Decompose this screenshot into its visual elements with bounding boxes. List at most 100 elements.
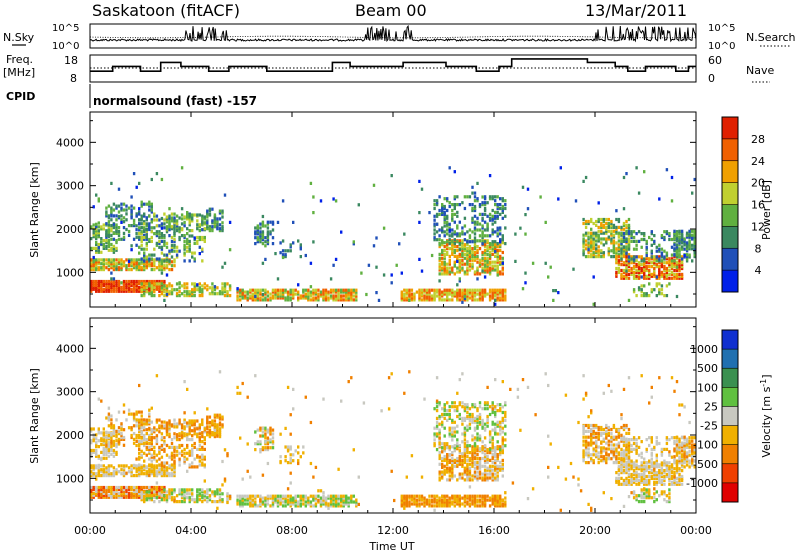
heatmap-cell <box>345 298 348 302</box>
heatmap-cell <box>327 496 330 500</box>
heatmap-cell <box>155 493 159 497</box>
heatmap-cell <box>451 208 454 213</box>
heatmap-cell <box>218 290 222 294</box>
heatmap-cell <box>163 239 166 243</box>
heatmap-cell <box>297 502 300 506</box>
heatmap-cell <box>438 453 441 457</box>
heatmap-cell <box>198 426 201 430</box>
heatmap-cell <box>236 294 239 298</box>
heatmap-cell <box>170 463 174 467</box>
heatmap-cell <box>269 438 272 442</box>
heatmap-cell <box>249 494 252 498</box>
heatmap-cell <box>102 472 105 476</box>
heatmap-cell <box>173 237 176 242</box>
heatmap-cell <box>617 266 621 271</box>
heatmap-cell <box>494 288 497 292</box>
heatmap-cell <box>173 232 176 236</box>
heatmap-cell <box>201 419 204 423</box>
heatmap-cell <box>188 259 191 263</box>
heatmap-cell <box>188 247 191 251</box>
heatmap-cell <box>117 491 121 495</box>
heatmap-cell <box>481 216 484 220</box>
heatmap-cell <box>491 453 494 457</box>
heatmap-cell <box>148 412 151 416</box>
heatmap-cell <box>582 249 585 253</box>
heatmap-cell <box>155 172 159 176</box>
heatmap-cell <box>446 243 449 247</box>
heatmap-cell <box>443 407 446 411</box>
heatmap-cell <box>423 290 426 294</box>
heatmap-cell <box>178 500 181 504</box>
heatmap-cell <box>140 239 143 243</box>
heatmap-cell <box>110 441 113 445</box>
heatmap-cell <box>683 239 686 243</box>
heatmap-cell <box>466 258 469 262</box>
heatmap-cell <box>163 290 166 294</box>
heatmap-cell <box>612 249 616 253</box>
heatmap-cell <box>130 487 133 492</box>
heatmap-cell <box>496 478 499 482</box>
heatmap-cell <box>160 498 164 502</box>
heatmap-cell <box>160 286 164 290</box>
heatmap-cell <box>309 285 313 289</box>
heatmap-cell <box>97 470 100 474</box>
heatmap-cell <box>680 274 684 278</box>
heatmap-cell <box>640 232 643 236</box>
heatmap-cell <box>188 488 191 492</box>
heatmap-cell <box>468 247 472 251</box>
heatmap-cell <box>158 487 161 492</box>
heatmap-cell <box>155 491 159 495</box>
heatmap-cell <box>163 472 166 476</box>
heatmap-cell <box>458 270 461 274</box>
heatmap-cell <box>135 420 138 424</box>
heatmap-cell <box>153 500 156 504</box>
heatmap-cell <box>148 227 151 232</box>
heatmap-cell <box>150 496 153 500</box>
heatmap-cell <box>486 262 489 266</box>
heatmap-cell <box>110 285 113 289</box>
heatmap-cell <box>264 496 267 500</box>
heatmap-cell <box>286 447 290 451</box>
heatmap-cell <box>148 468 151 472</box>
heatmap-cell <box>221 290 224 294</box>
heatmap-cell <box>345 498 348 502</box>
heatmap-cell <box>112 487 116 492</box>
heatmap-cell <box>160 487 164 492</box>
heatmap-cell <box>92 495 95 499</box>
heatmap-cell <box>334 298 338 302</box>
heatmap-cell <box>494 199 497 203</box>
heatmap-cell <box>112 424 116 428</box>
heatmap-cell <box>107 244 111 248</box>
heatmap-cell <box>183 253 186 257</box>
heatmap-cell <box>494 294 497 298</box>
colorbar-swatch <box>722 182 738 205</box>
heatmap-cell <box>302 290 305 294</box>
heatmap-cell <box>615 251 618 255</box>
heatmap-cell <box>140 485 143 490</box>
heatmap-cell <box>428 502 431 506</box>
heatmap-cell <box>155 243 159 247</box>
heatmap-cell <box>117 426 121 430</box>
heatmap-cell <box>483 454 487 459</box>
heatmap-cell <box>334 199 338 203</box>
heatmap-cell <box>95 264 98 268</box>
heatmap-cell <box>178 434 181 438</box>
heatmap-cell <box>304 500 307 504</box>
heatmap-cell <box>645 261 648 265</box>
heatmap-cell <box>92 264 95 268</box>
heatmap-cell <box>266 294 270 298</box>
heatmap-cell <box>678 266 681 271</box>
heatmap-cell <box>491 454 494 459</box>
heatmap-cell <box>438 234 441 238</box>
heatmap-cell <box>125 485 128 490</box>
heatmap-cell <box>264 298 267 302</box>
heatmap-cell <box>115 246 118 250</box>
heatmap-cell <box>499 288 502 292</box>
heatmap-cell <box>271 220 275 224</box>
heatmap-cell <box>90 466 93 470</box>
heatmap-cell <box>130 248 133 252</box>
heatmap-cell <box>165 494 169 498</box>
heatmap-cell <box>413 292 416 296</box>
heatmap-cell <box>410 294 414 298</box>
heatmap-cell <box>612 223 616 227</box>
